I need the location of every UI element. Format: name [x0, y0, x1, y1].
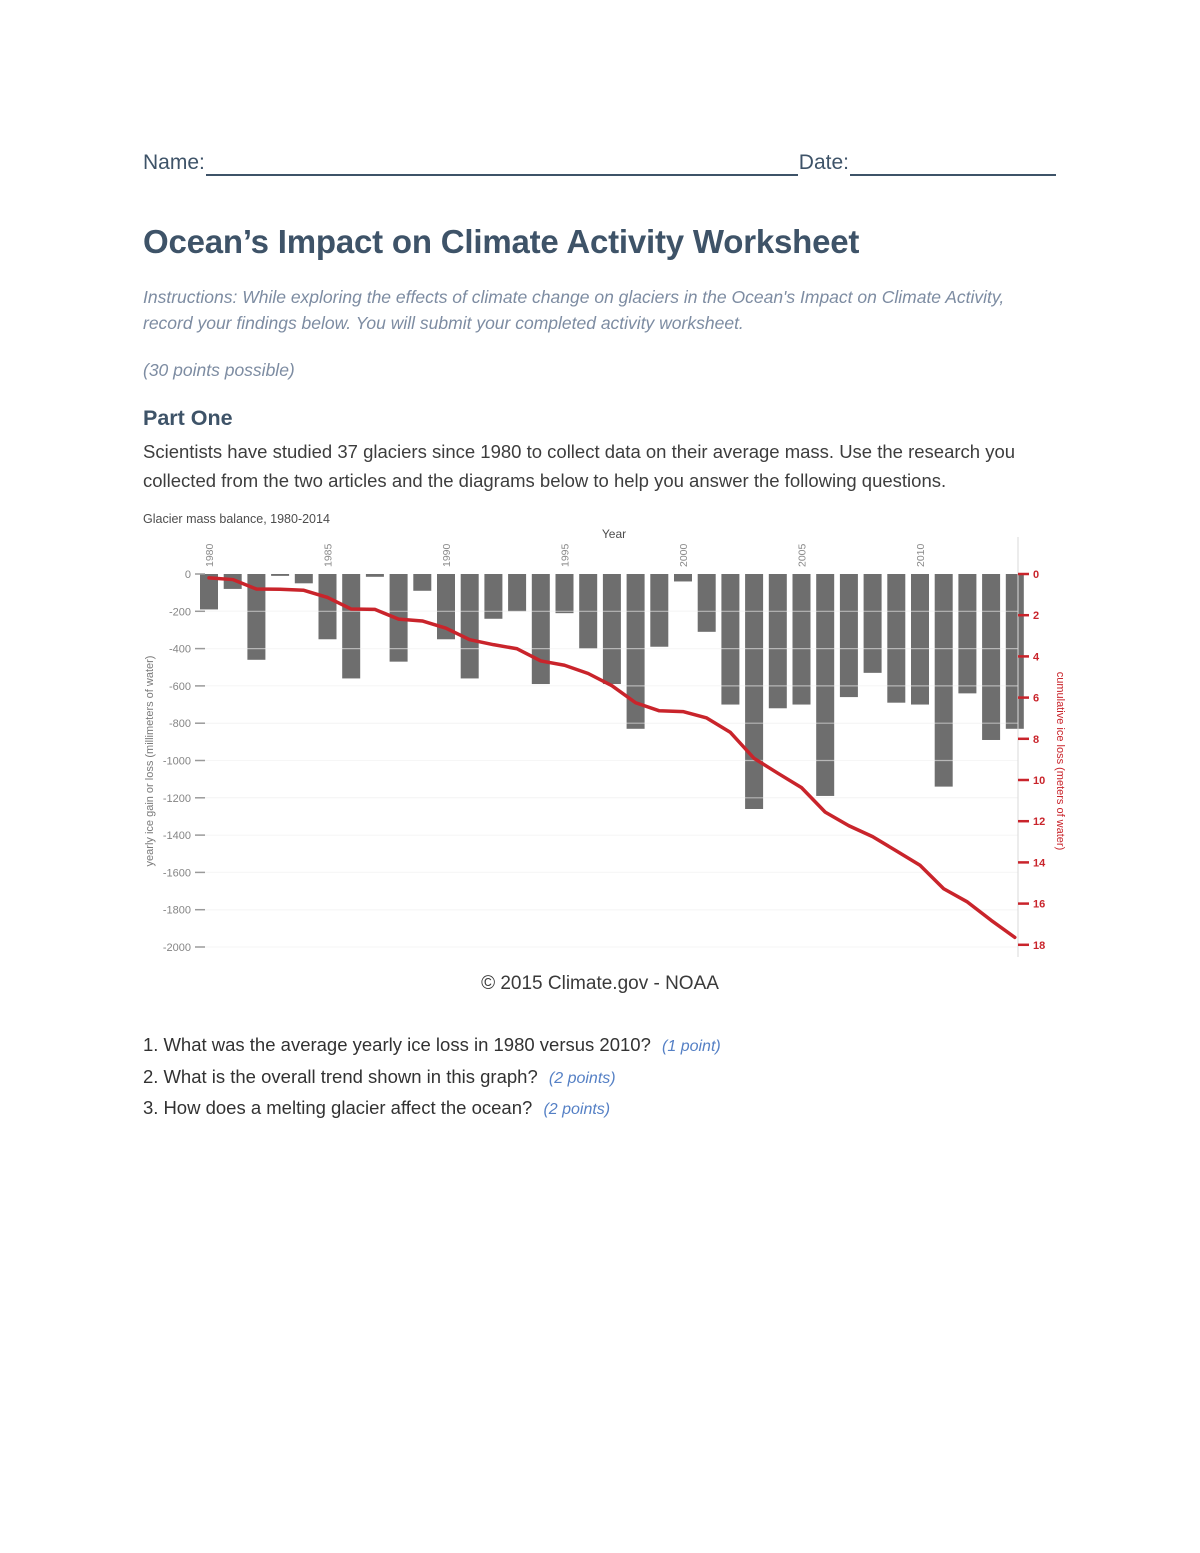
document-content: Name: Date: Ocean’s Impact on Climate Ac…: [143, 0, 1066, 1125]
x-tick-label: 1980: [204, 543, 216, 567]
question-1-text: What was the average yearly ice loss in …: [163, 1034, 651, 1055]
question-2-points: (2 points): [548, 1069, 616, 1087]
bar-2008: [863, 574, 882, 673]
bar-1997: [602, 574, 621, 685]
x-tick-label: 1990: [441, 543, 453, 567]
bar-1984: [294, 574, 313, 584]
bar-2003: [745, 574, 764, 809]
chart-caption: © 2015 Climate.gov - NOAA: [481, 973, 719, 994]
y-axis-left-title: yearly ice gain or loss (millimeters of …: [144, 656, 156, 867]
page-title: Ocean’s Impact on Climate Activity Works…: [143, 223, 860, 260]
x-tick-label: 2005: [797, 543, 809, 567]
left-tick-label: -400: [169, 644, 191, 656]
question-1-number: 1.: [143, 1034, 159, 1055]
bar-2007: [839, 574, 858, 698]
bar-1993: [508, 574, 527, 612]
bar-1983: [271, 574, 290, 576]
left-tick-label: 0: [185, 569, 191, 581]
bar-1998: [626, 574, 645, 729]
x-tick-label: 1995: [560, 543, 572, 567]
name-label: Name:: [143, 151, 205, 174]
bar-1989: [413, 574, 432, 591]
x-tick-label: 1985: [323, 543, 335, 567]
bar-2000: [674, 574, 692, 582]
question-2: 2. What is the overall trend shown in thi…: [143, 1062, 1057, 1094]
glacier-chart-svg: Glacier mass balance, 1980-2014 Year 1980 1…: [143, 512, 1066, 957]
bar-2004: [768, 574, 787, 709]
right-tick-label: 14: [1033, 857, 1046, 869]
instructions-text: Instructions: While exploring the effect…: [143, 287, 1005, 333]
y-axis-right-title: cumulative ice loss (meters of water): [1054, 672, 1066, 851]
bar-2002: [721, 574, 740, 705]
bar-1995: [555, 574, 574, 614]
question-2-number: 2.: [143, 1065, 159, 1087]
question-3-points: (2 points): [543, 1101, 611, 1118]
question-3: 3. How does a melting glacier affect the …: [143, 1093, 1057, 1125]
bar-1999: [650, 574, 669, 647]
left-tick-label: -1200: [163, 793, 191, 805]
bar-2006: [816, 574, 835, 796]
bar-2011: [934, 574, 953, 787]
left-tick-label: -1600: [163, 867, 191, 879]
part-one-heading: Part One: [143, 406, 233, 430]
question-3-text: How does a melting glacier affect the oc…: [163, 1097, 533, 1118]
bar-1982: [247, 574, 266, 660]
right-tick-label: 8: [1033, 734, 1039, 746]
left-tick-label: -2000: [163, 942, 191, 954]
left-tick-label: -1400: [163, 830, 191, 842]
bar-1992: [484, 574, 503, 619]
bar-2013: [982, 574, 1001, 740]
left-tick-label: -1000: [163, 756, 191, 768]
glacier-mass-balance-chart: Glacier mass balance, 1980-2014 Year 1980 1…: [143, 509, 1073, 961]
chart-title: Glacier mass balance, 1980-2014: [143, 512, 330, 526]
x-axis-title: Year: [602, 527, 626, 541]
x-tick-label: 2000: [678, 543, 690, 567]
questions-list: 1. What was the average yearly ice loss i…: [143, 1030, 1057, 1125]
bar-2001: [697, 574, 716, 632]
right-tick-label: 18: [1033, 940, 1045, 952]
name-date-row: Name: Date:: [143, 150, 1057, 176]
x-tick-label: 2010: [915, 543, 927, 567]
date-label: Date:: [798, 151, 849, 174]
bar-2009: [887, 574, 906, 703]
question-1-points: (1 point): [662, 1038, 721, 1055]
bar-2010: [911, 574, 929, 705]
name-blank-line: [205, 152, 798, 176]
bar-1986: [342, 574, 361, 679]
cumulative-loss-line: [207, 576, 1017, 940]
question-1: 1. What was the average yearly ice loss i…: [143, 1030, 1057, 1062]
left-tick-label: -200: [169, 606, 191, 618]
left-tick-label: -800: [169, 718, 191, 730]
bar-1985: [318, 574, 337, 640]
right-tick-label: 10: [1033, 775, 1045, 787]
question-2-text: What is the overall trend shown in this …: [163, 1065, 538, 1087]
bar-1991: [460, 574, 479, 679]
bar-2012: [958, 574, 977, 694]
right-tick-label: 16: [1033, 899, 1045, 911]
right-tick-label: 6: [1033, 693, 1039, 705]
bar-1994: [531, 574, 550, 685]
bar-2014: [1005, 574, 1024, 729]
left-tick-label: -600: [169, 681, 191, 693]
question-3-number: 3.: [143, 1097, 159, 1118]
left-tick-label: -1800: [163, 905, 191, 917]
date-blank-line: [850, 152, 1056, 176]
bar-1987: [365, 574, 384, 577]
right-tick-label: 0: [1033, 569, 1039, 581]
right-tick-label: 2: [1033, 610, 1039, 622]
right-tick-label: 12: [1033, 816, 1045, 828]
bar-2005: [792, 574, 811, 705]
bar-1990: [437, 574, 455, 640]
right-tick-label: 4: [1033, 651, 1040, 663]
bar-1980: [200, 574, 218, 610]
part-one-intro: Scientists have studied 37 glaciers sinc…: [143, 441, 1016, 491]
points-possible: (30 points possible): [143, 360, 295, 380]
